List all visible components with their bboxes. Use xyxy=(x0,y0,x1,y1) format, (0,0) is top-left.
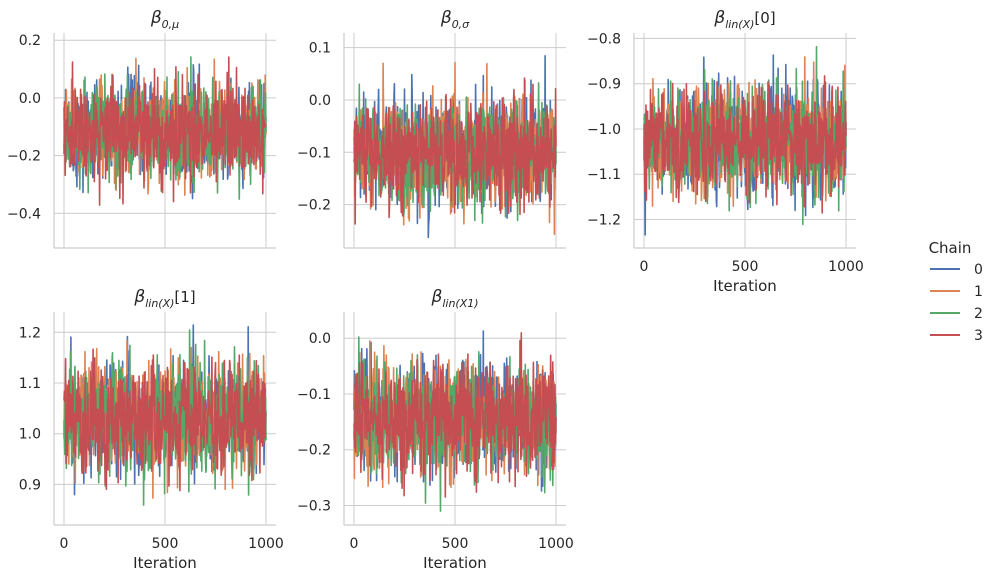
title-symbol: β xyxy=(440,8,452,28)
y-tick-label: 0.0 xyxy=(19,91,41,107)
title-suffix: [0] xyxy=(754,9,775,27)
legend-label: 3 xyxy=(974,328,983,344)
legend-entry: 1 xyxy=(930,284,983,300)
legend-entry: 3 xyxy=(930,328,983,344)
x-tick-label: 500 xyxy=(442,536,469,552)
y-tick-label: 0.9 xyxy=(19,477,41,493)
trace-panel-1: 0.1 0.0 −0.1 −0.2 β0,σ xyxy=(297,8,566,249)
trace-chain-3 xyxy=(353,331,557,498)
title-subscript: lin(X) xyxy=(145,297,174,310)
x-axis-label: Iteration xyxy=(713,277,777,295)
legend-label: 0 xyxy=(974,262,983,278)
x-tick-label: 1000 xyxy=(248,536,284,552)
x-tick-label: 0 xyxy=(350,536,359,552)
title-symbol: β xyxy=(133,287,145,307)
x-axis-label: Iteration xyxy=(423,554,487,572)
panel-title: βlin(X)[0] xyxy=(713,8,775,31)
x-axis-label: Iteration xyxy=(133,554,197,572)
y-tick-label: 1.1 xyxy=(19,376,41,392)
legend-title: Chain xyxy=(929,239,972,257)
y-tick-label: −0.2 xyxy=(297,443,331,459)
title-suffix: [1] xyxy=(174,288,195,306)
y-tick-label: 1.0 xyxy=(19,427,41,443)
y-tick-label: −1.0 xyxy=(587,122,621,138)
trace-chain-3 xyxy=(63,56,267,206)
title-subscript: lin(X) xyxy=(725,18,754,31)
panel-title: βlin(X1) xyxy=(430,287,478,310)
trace-panel-3: 1.2 1.1 1.0 0.9 0 500 1000 Iteration βlin(X)[1] xyxy=(19,287,284,572)
title-symbol: β xyxy=(430,287,442,307)
y-tick-label: 0.1 xyxy=(309,41,331,57)
x-tick-label: 500 xyxy=(732,259,759,275)
y-tick-label: −0.2 xyxy=(7,149,41,165)
panel-title: β0,μ xyxy=(150,8,179,31)
legend-label: 2 xyxy=(974,306,983,322)
x-tick-label: 1000 xyxy=(538,536,574,552)
y-tick-label: −0.8 xyxy=(587,31,621,47)
y-tick-label: −1.2 xyxy=(587,212,621,228)
y-tick-label: 0.0 xyxy=(309,93,331,109)
panel-title: βlin(X)[1] xyxy=(133,287,195,310)
trace-panel-4: 0.0 −0.1 −0.2 −0.3 0 500 1000 Iteration βlin(X1) xyxy=(297,287,574,572)
x-tick-label: 500 xyxy=(152,536,179,552)
x-tick-label: 0 xyxy=(640,259,649,275)
title-subscript: lin(X1) xyxy=(442,297,478,310)
y-tick-label: 0.2 xyxy=(19,33,41,49)
title-symbol: β xyxy=(150,8,162,28)
y-tick-label: −0.9 xyxy=(587,77,621,93)
trace-chain-3 xyxy=(643,75,847,214)
trace-chain-3 xyxy=(353,77,557,225)
legend-label: 1 xyxy=(974,284,983,300)
y-tick-label: −0.4 xyxy=(7,206,41,222)
title-subscript: 0,σ xyxy=(452,18,470,31)
y-tick-label: −0.2 xyxy=(297,198,331,214)
title-subscript: 0,μ xyxy=(162,18,180,31)
y-tick-label: −0.3 xyxy=(297,498,331,514)
legend-entry: 2 xyxy=(930,306,983,322)
y-tick-label: −1.1 xyxy=(587,167,621,183)
trace-chain-3 xyxy=(63,348,267,492)
y-tick-label: 0.0 xyxy=(309,331,331,347)
chain-legend: Chain 0 1 2 3 xyxy=(929,239,983,344)
y-tick-label: −0.1 xyxy=(297,145,331,161)
x-tick-label: 0 xyxy=(60,536,69,552)
trace-panel-2: −0.8 −0.9 −1.0 −1.1 −1.2 0 500 1000 Iteration βli… xyxy=(587,8,864,295)
legend-entry: 0 xyxy=(930,262,983,278)
panel-title: β0,σ xyxy=(440,8,470,31)
y-tick-label: 1.2 xyxy=(19,325,41,341)
trace-panel-0: 0.2 0.0 −0.2 −0.4 β0,μ xyxy=(7,8,276,249)
y-tick-label: −0.1 xyxy=(297,387,331,403)
x-tick-label: 1000 xyxy=(828,259,864,275)
title-symbol: β xyxy=(713,8,725,28)
